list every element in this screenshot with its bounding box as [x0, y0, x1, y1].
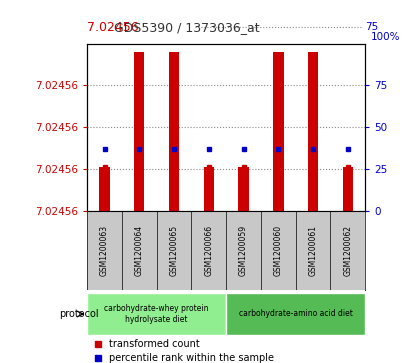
- Bar: [204, 167, 214, 211]
- Text: 7.02456: 7.02456: [87, 21, 139, 34]
- Text: GSM1200060: GSM1200060: [274, 225, 283, 276]
- Bar: [99, 167, 110, 211]
- Text: percentile rank within the sample: percentile rank within the sample: [110, 353, 274, 363]
- Text: GSM1200066: GSM1200066: [204, 225, 213, 276]
- Text: protocol: protocol: [59, 309, 99, 319]
- Text: GSM1200061: GSM1200061: [309, 225, 317, 276]
- Bar: [343, 167, 353, 211]
- Text: GDS5390 / 1373036_at: GDS5390 / 1373036_at: [114, 21, 260, 34]
- Bar: [226, 293, 365, 335]
- Text: transformed count: transformed count: [110, 339, 200, 349]
- Text: carbohydrate-amino acid diet: carbohydrate-amino acid diet: [239, 310, 353, 318]
- Text: GSM1200065: GSM1200065: [170, 225, 178, 276]
- Text: GSM1200064: GSM1200064: [135, 225, 144, 276]
- Bar: [238, 167, 249, 211]
- Text: 75: 75: [365, 22, 378, 32]
- Bar: [308, 52, 318, 211]
- Bar: [87, 293, 226, 335]
- Text: GSM1200059: GSM1200059: [239, 225, 248, 276]
- Bar: [273, 52, 283, 211]
- Text: carbohydrate-whey protein
hydrolysate diet: carbohydrate-whey protein hydrolysate di…: [105, 304, 209, 324]
- Text: 100%: 100%: [371, 32, 400, 42]
- Bar: [134, 52, 144, 211]
- Text: GSM1200062: GSM1200062: [343, 225, 352, 276]
- Text: GSM1200063: GSM1200063: [100, 225, 109, 276]
- Bar: [169, 52, 179, 211]
